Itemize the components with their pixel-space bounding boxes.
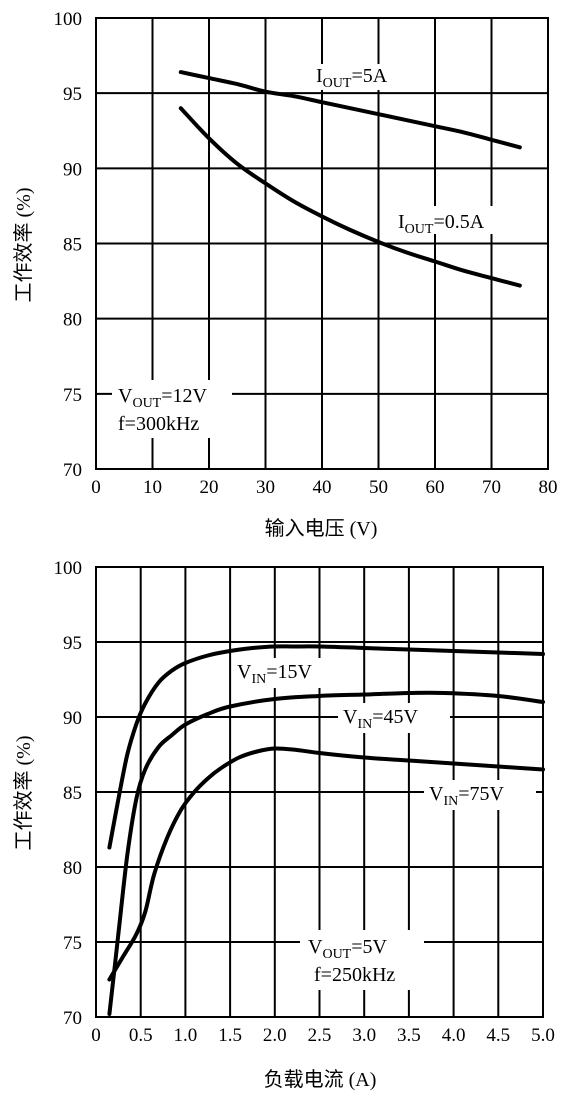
series-label-text: IOUT=5A	[316, 65, 388, 91]
series-label-bg	[394, 206, 520, 234]
series-label-iout-0-5a: IOUT=0.5A	[394, 206, 520, 237]
x-tick-label: 60	[426, 477, 445, 498]
series-line-2	[107, 746, 545, 982]
series-label-text: IOUT=0.5A	[398, 211, 485, 237]
x-tick-label: 30	[256, 477, 275, 498]
x-tick-labels: 0 0.5 1.0 1.5 2.0 2.5 3.0 3.5 4.0 4.5 5.0	[91, 1025, 555, 1046]
x-tick-label: 2.0	[263, 1025, 287, 1046]
series-label-vin-75v: VIN=75V	[424, 780, 536, 810]
y-tick-label: 75	[63, 933, 82, 954]
x-tick-label: 20	[200, 477, 219, 498]
series-label-vin-45v: VIN=45V	[338, 703, 450, 733]
plot-border	[95, 17, 549, 470]
series-line-0	[178, 70, 522, 150]
y-tick-label: 100	[54, 558, 83, 579]
y-tick-label: 85	[63, 235, 82, 256]
x-tick-label: 40	[313, 477, 332, 498]
y-tick-label: 100	[54, 9, 83, 30]
y-tick-label: 70	[63, 460, 82, 481]
x-axis-label: 输入电压 (V)	[265, 517, 378, 540]
x-tick-label: 80	[539, 477, 558, 498]
x-tick-label: 1.0	[174, 1025, 198, 1046]
x-tick-label: 50	[369, 477, 388, 498]
y-tick-label: 95	[63, 633, 82, 654]
y-axis-label: 工作效率 (%)	[12, 188, 35, 303]
x-tick-label: 2.5	[308, 1025, 332, 1046]
efficiency-vs-load-current-chart: 0 0.5 1.0 1.5 2.0 2.5 3.0 3.5 4.0 4.5 5.0 70 75 80 85…	[12, 558, 555, 1091]
y-tick-label: 95	[63, 84, 82, 105]
condition-annotation: VOUT=12V f=300kHz	[112, 380, 232, 438]
x-tick-label: 4.0	[442, 1025, 466, 1046]
x-axis-label: 负载电流 (A)	[264, 1068, 377, 1091]
annotation-bg	[300, 930, 424, 990]
series-label-vin-15v: VIN=15V	[232, 658, 344, 688]
series-label-text: VIN=45V	[343, 706, 419, 732]
x-tick-label: 10	[143, 477, 162, 498]
y-tick-label: 75	[63, 385, 82, 406]
annotation-line-2: f=250kHz	[314, 964, 395, 986]
series-line-1	[178, 106, 522, 288]
y-tick-label: 90	[63, 708, 82, 729]
series-line-0	[107, 644, 545, 850]
x-tick-label: 0	[91, 1025, 101, 1046]
x-tick-label: 0.5	[129, 1025, 153, 1046]
condition-annotation: VOUT=5V f=250kHz	[300, 930, 424, 990]
y-tick-label: 80	[63, 858, 82, 879]
y-tick-labels: 70 75 80 85 90 95 100	[54, 9, 83, 481]
series-label-bg	[424, 780, 536, 810]
annotation-line-2: f=300kHz	[118, 413, 199, 435]
series-label-text: VIN=15V	[237, 661, 313, 687]
x-tick-labels: 0 10 20 30 40 50 60 70 80	[91, 477, 557, 498]
grid-lines	[96, 567, 543, 1017]
annotation-line-1: VOUT=5V	[308, 936, 388, 962]
efficiency-vs-input-voltage-chart: 0 10 20 30 40 50 60 70 80 70 75 80 85 90 95 100 输入电压 (…	[12, 9, 558, 540]
annotation-bg	[112, 380, 232, 438]
y-tick-labels: 70 75 80 85 90 95 100	[54, 558, 83, 1029]
y-tick-label: 90	[63, 159, 82, 180]
annotation-line-1: VOUT=12V	[118, 385, 208, 411]
series-label-bg	[338, 703, 450, 733]
plot-frame	[95, 566, 544, 1018]
series-lines	[178, 70, 522, 288]
y-axis-label: 工作效率 (%)	[12, 736, 35, 851]
series-lines	[107, 644, 545, 1016]
y-tick-label: 70	[63, 1008, 82, 1029]
plot-border	[95, 566, 544, 1018]
x-tick-label: 1.5	[218, 1025, 242, 1046]
series-label-text: VIN=75V	[429, 783, 505, 809]
series-label-bg	[232, 658, 344, 688]
x-tick-label: 3.0	[352, 1025, 376, 1046]
series-label-bg	[312, 64, 388, 90]
series-line-1	[107, 690, 545, 1016]
x-tick-label: 5.0	[531, 1025, 555, 1046]
x-tick-label: 3.5	[397, 1025, 421, 1046]
x-tick-label: 70	[482, 477, 501, 498]
y-tick-label: 80	[63, 310, 82, 331]
x-tick-label: 0	[91, 477, 101, 498]
series-label-iout-5a: IOUT=5A	[312, 64, 388, 91]
y-tick-label: 85	[63, 783, 82, 804]
x-tick-label: 4.5	[486, 1025, 510, 1046]
